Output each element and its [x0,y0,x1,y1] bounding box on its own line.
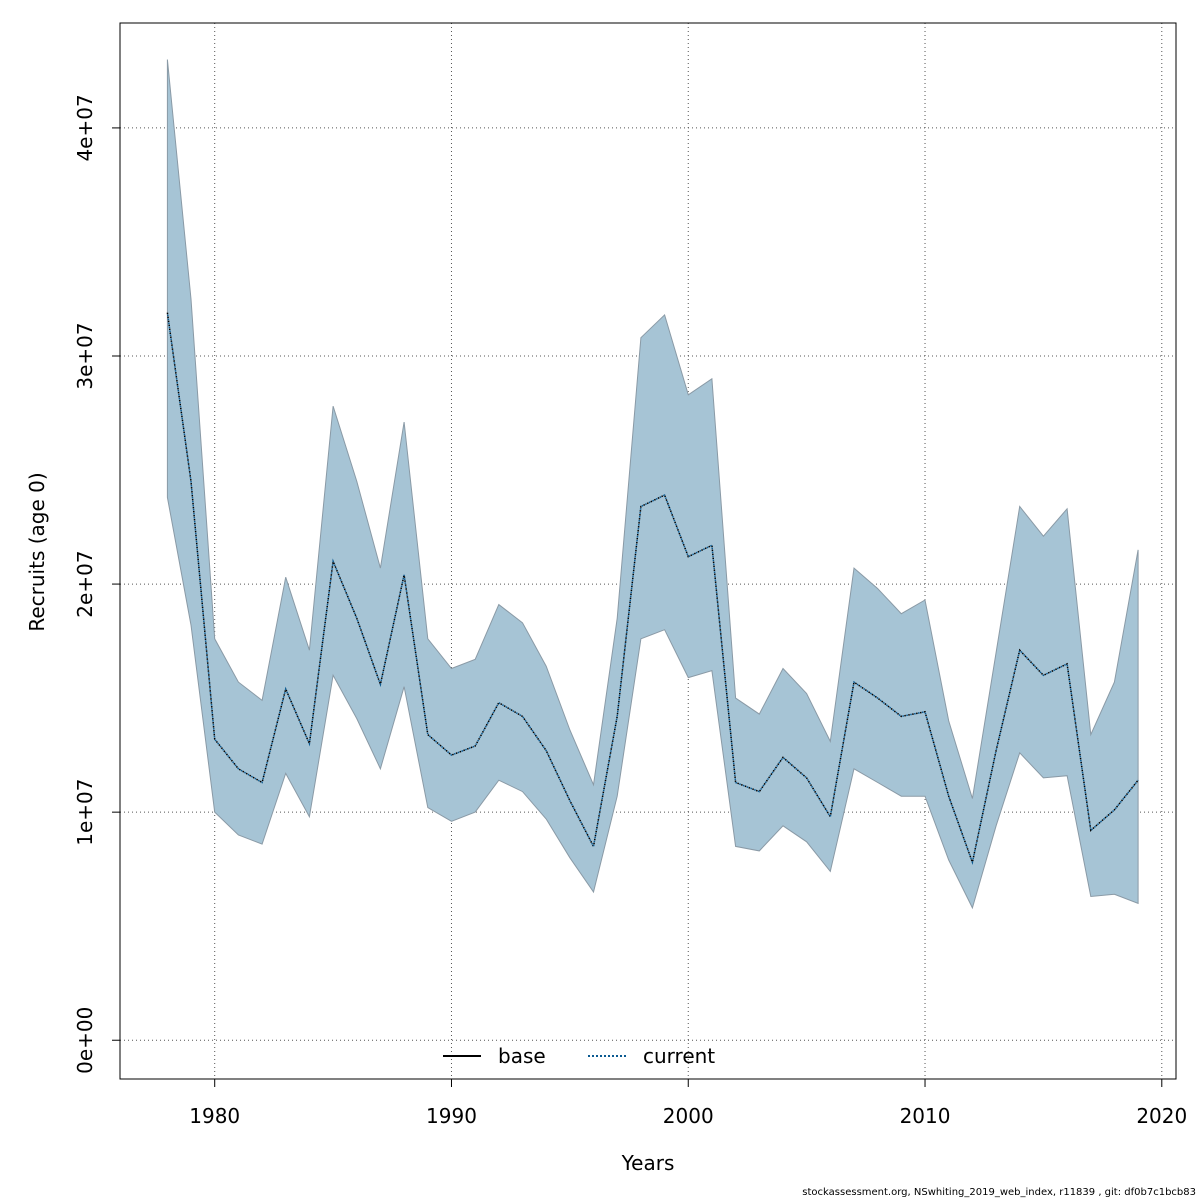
legend-label-current: current [643,1044,715,1068]
confidence-band [166,59,1139,910]
series-line-current [166,312,1139,866]
plot-frame [119,22,1177,1080]
y-tick-label: 0e+00 [73,1007,97,1074]
y-tick-label: 4e+07 [73,94,97,161]
x-tick-label: 2020 [1136,1104,1187,1128]
y-axis: 0e+00 1e+07 2e+07 3e+07 4e+07 [73,94,120,1074]
y-tick-label: 1e+07 [73,779,97,846]
y-axis-title: Recruits (age 0) [25,472,49,631]
x-axis-title: Years [621,1151,675,1175]
x-tick-label: 1990 [426,1104,477,1128]
y-tick-label: 2e+07 [73,550,97,617]
x-tick-label: 1980 [189,1104,240,1128]
x-axis: 1980 1990 2000 2010 2020 [189,1079,1187,1128]
x-tick-label: 2010 [900,1104,951,1128]
legend: base current [443,1044,715,1068]
legend-label-base: base [498,1044,546,1068]
footer-source-note: stockassessment.org, NSwhiting_2019_web_… [802,1187,1196,1198]
y-tick-label: 3e+07 [73,322,97,389]
x-tick-label: 2000 [663,1104,714,1128]
